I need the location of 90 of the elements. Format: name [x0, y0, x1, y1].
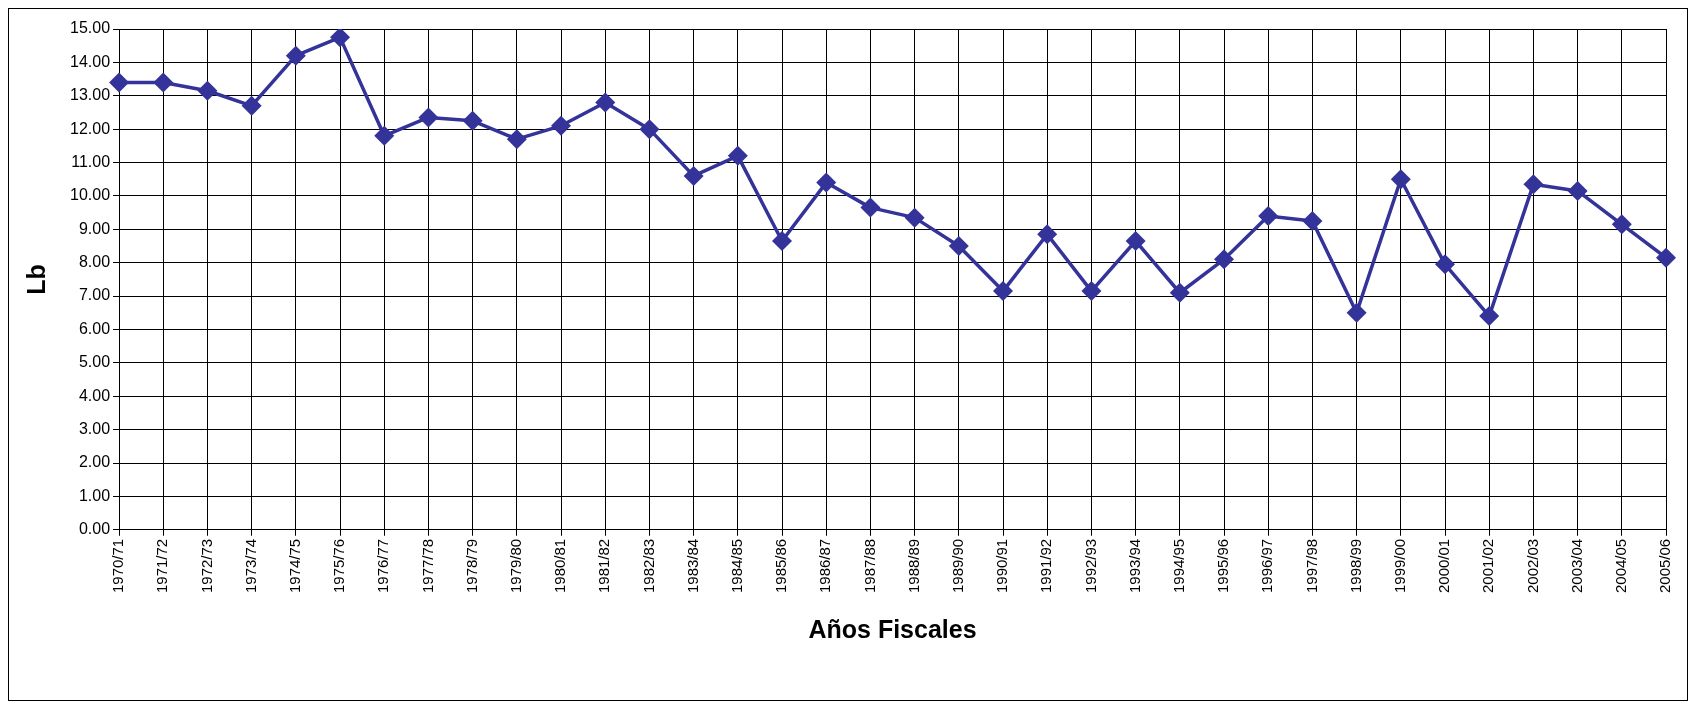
x-tick-label: 2004/05	[1611, 538, 1629, 594]
x-tick-label: 1972/73	[197, 538, 215, 594]
y-tick-label: 6.00	[78, 319, 111, 337]
point	[1258, 205, 1279, 226]
x-tick-label: 1973/74	[241, 538, 259, 594]
x-tick-label: 2005/06	[1656, 538, 1674, 594]
point	[639, 119, 660, 140]
point	[551, 115, 572, 136]
point	[772, 231, 793, 251]
x-tick-label: 1990/91	[993, 538, 1011, 594]
x-tick-label: 1980/81	[551, 538, 569, 594]
y-tick-label: 8.00	[78, 253, 111, 271]
point	[1302, 210, 1323, 231]
y-tick-label: 0.00	[78, 520, 111, 538]
y-tick-label: 1.00	[78, 486, 111, 504]
point	[904, 207, 925, 228]
point	[1435, 254, 1456, 275]
point	[1125, 231, 1146, 251]
y-tick-label: 12.00	[69, 119, 111, 137]
point	[993, 281, 1014, 302]
y-tick-label: 2.00	[78, 453, 111, 471]
x-tick-label: 1996/97	[1258, 538, 1276, 594]
x-tick-label: 1976/77	[374, 538, 392, 594]
x-tick-label: 1999/00	[1390, 538, 1408, 594]
point	[1523, 174, 1544, 195]
point	[1214, 249, 1235, 270]
x-tick-label: 2001/02	[1479, 538, 1497, 594]
point	[109, 72, 130, 93]
x-tick-label: 1983/84	[683, 538, 701, 594]
point	[948, 236, 969, 256]
point	[1479, 306, 1500, 327]
point	[1390, 169, 1411, 190]
y-tick-label: 15.00	[69, 19, 111, 37]
x-tick-label: 1981/82	[595, 538, 613, 594]
point	[1656, 247, 1676, 268]
point	[1037, 224, 1058, 245]
x-tick-label: 1982/83	[639, 538, 657, 594]
point	[462, 110, 483, 131]
x-tick-label: 1988/89	[904, 538, 922, 594]
point	[1567, 180, 1588, 201]
x-tick-label: 1994/95	[1169, 538, 1187, 594]
x-tick-label: 1991/92	[1037, 538, 1055, 594]
y-tick-label: 5.00	[78, 353, 111, 371]
point	[330, 29, 351, 48]
y-tick-label: 10.00	[69, 186, 111, 204]
y-tick-label: 9.00	[78, 219, 111, 237]
x-tick-label: 1978/79	[462, 538, 480, 594]
x-tick-label: 1995/96	[1214, 538, 1232, 594]
point	[153, 72, 174, 93]
y-tick-label: 14.00	[69, 52, 111, 70]
x-tick-label: 1989/90	[948, 538, 966, 594]
y-tick-label: 3.00	[78, 420, 111, 438]
point	[418, 107, 439, 128]
x-tick-label: 1970/71	[109, 538, 127, 594]
x-tick-label: 1971/72	[153, 538, 171, 594]
x-tick-label: 1979/80	[506, 538, 524, 594]
point	[285, 45, 306, 66]
y-axis-title: Lb	[21, 264, 50, 295]
point	[1611, 214, 1632, 235]
x-tick-label: 2000/01	[1435, 538, 1453, 594]
point	[595, 92, 616, 113]
x-tick-label: 1986/87	[816, 538, 834, 594]
x-tick-label: 1975/76	[330, 538, 348, 594]
point	[860, 197, 881, 218]
point	[506, 129, 527, 150]
y-tick-label: 4.00	[78, 386, 111, 404]
x-tick-label: 2002/03	[1523, 538, 1541, 594]
x-tick-label: 2003/04	[1567, 538, 1585, 594]
y-tick-label: 13.00	[69, 86, 111, 104]
point	[816, 172, 837, 193]
x-axis-title: Años Fiscales	[808, 614, 977, 643]
point	[1169, 282, 1190, 303]
point	[197, 80, 218, 101]
x-tick-label: 1985/86	[772, 538, 790, 594]
x-tick-label: 1998/99	[1346, 538, 1364, 594]
point	[241, 95, 262, 116]
point	[1346, 302, 1367, 323]
x-tick-label: 1977/78	[418, 538, 436, 594]
point	[374, 125, 395, 146]
point	[1081, 281, 1102, 302]
x-tick-label: 1987/88	[860, 538, 878, 594]
point	[683, 165, 704, 186]
x-tick-label: 1992/93	[1081, 538, 1099, 594]
y-tick-label: 11.00	[71, 152, 111, 170]
y-tick-label: 7.00	[78, 286, 111, 304]
x-tick-label: 1997/98	[1302, 538, 1320, 594]
point	[727, 145, 748, 166]
x-tick-label: 1993/94	[1125, 538, 1143, 594]
x-tick-label: 1974/75	[285, 538, 303, 594]
x-tick-label: 1984/85	[727, 538, 745, 594]
